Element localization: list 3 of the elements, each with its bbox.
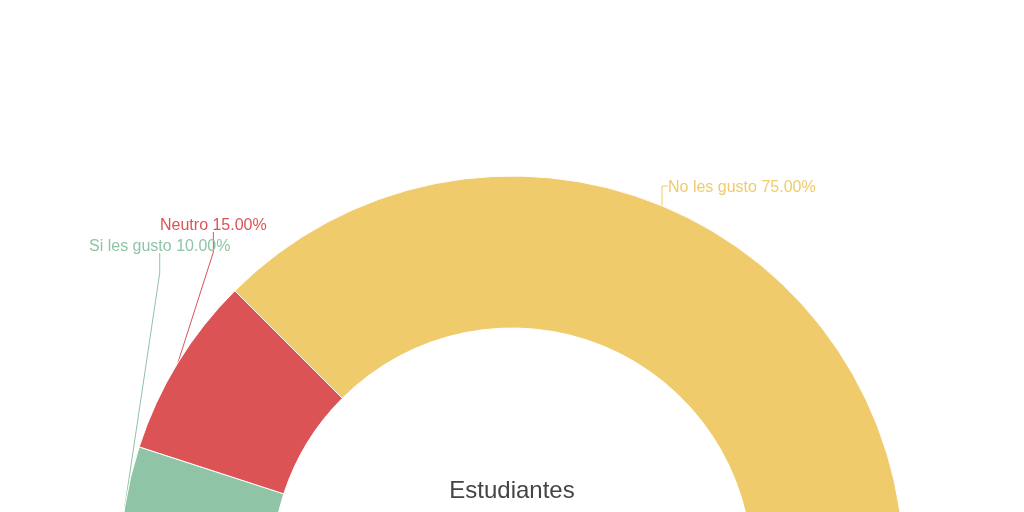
- slice-label: Neutro 15.00%: [160, 215, 267, 233]
- slice-label: No les gusto 75.00%: [668, 177, 816, 195]
- text: Estudiantes: [449, 475, 575, 503]
